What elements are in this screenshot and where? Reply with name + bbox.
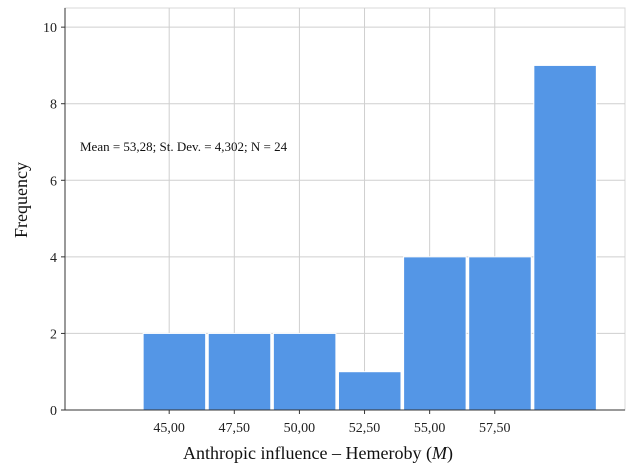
x-axis-label-main: Anthropic influence – Hemeroby ( (183, 443, 432, 464)
x-tick-label: 52,50 (349, 421, 381, 436)
y-tick-label: 6 (50, 174, 57, 189)
x-axis-label-italic: M (431, 443, 448, 463)
y-tick-label: 0 (50, 404, 57, 419)
bar-layer (142, 64, 597, 411)
axis-layer (61, 8, 625, 414)
histogram-bar (337, 371, 402, 411)
stats-annotation: Mean = 53,28; St. Dev. = 4,302; N = 24 (80, 139, 288, 154)
histogram-bar (142, 332, 207, 411)
y-axis-label: Frequency (11, 162, 31, 238)
histogram-bar (403, 256, 467, 411)
x-tick-label: 57,50 (479, 421, 511, 436)
x-tick-label: 45,00 (153, 421, 185, 436)
x-axis-label: Anthropic influence – Hemeroby (M) (183, 443, 453, 464)
tick-layer: 45,00 47,50 50,00 52,50 55,00 57,50 0 2 4 6 8 10 (43, 21, 511, 436)
histogram-bar (468, 256, 532, 411)
y-tick-label: 10 (43, 21, 57, 36)
x-tick-label: 47,50 (219, 421, 251, 436)
y-tick-label: 2 (50, 327, 57, 342)
x-tick-label: 50,00 (284, 421, 316, 436)
x-axis-label-end: ) (447, 443, 453, 464)
x-tick-label: 55,00 (414, 421, 446, 436)
histogram-bar (272, 332, 337, 411)
y-tick-label: 8 (50, 98, 57, 113)
y-tick-label: 4 (50, 251, 57, 266)
histogram-bar (533, 64, 597, 411)
histogram-bar (207, 332, 272, 411)
